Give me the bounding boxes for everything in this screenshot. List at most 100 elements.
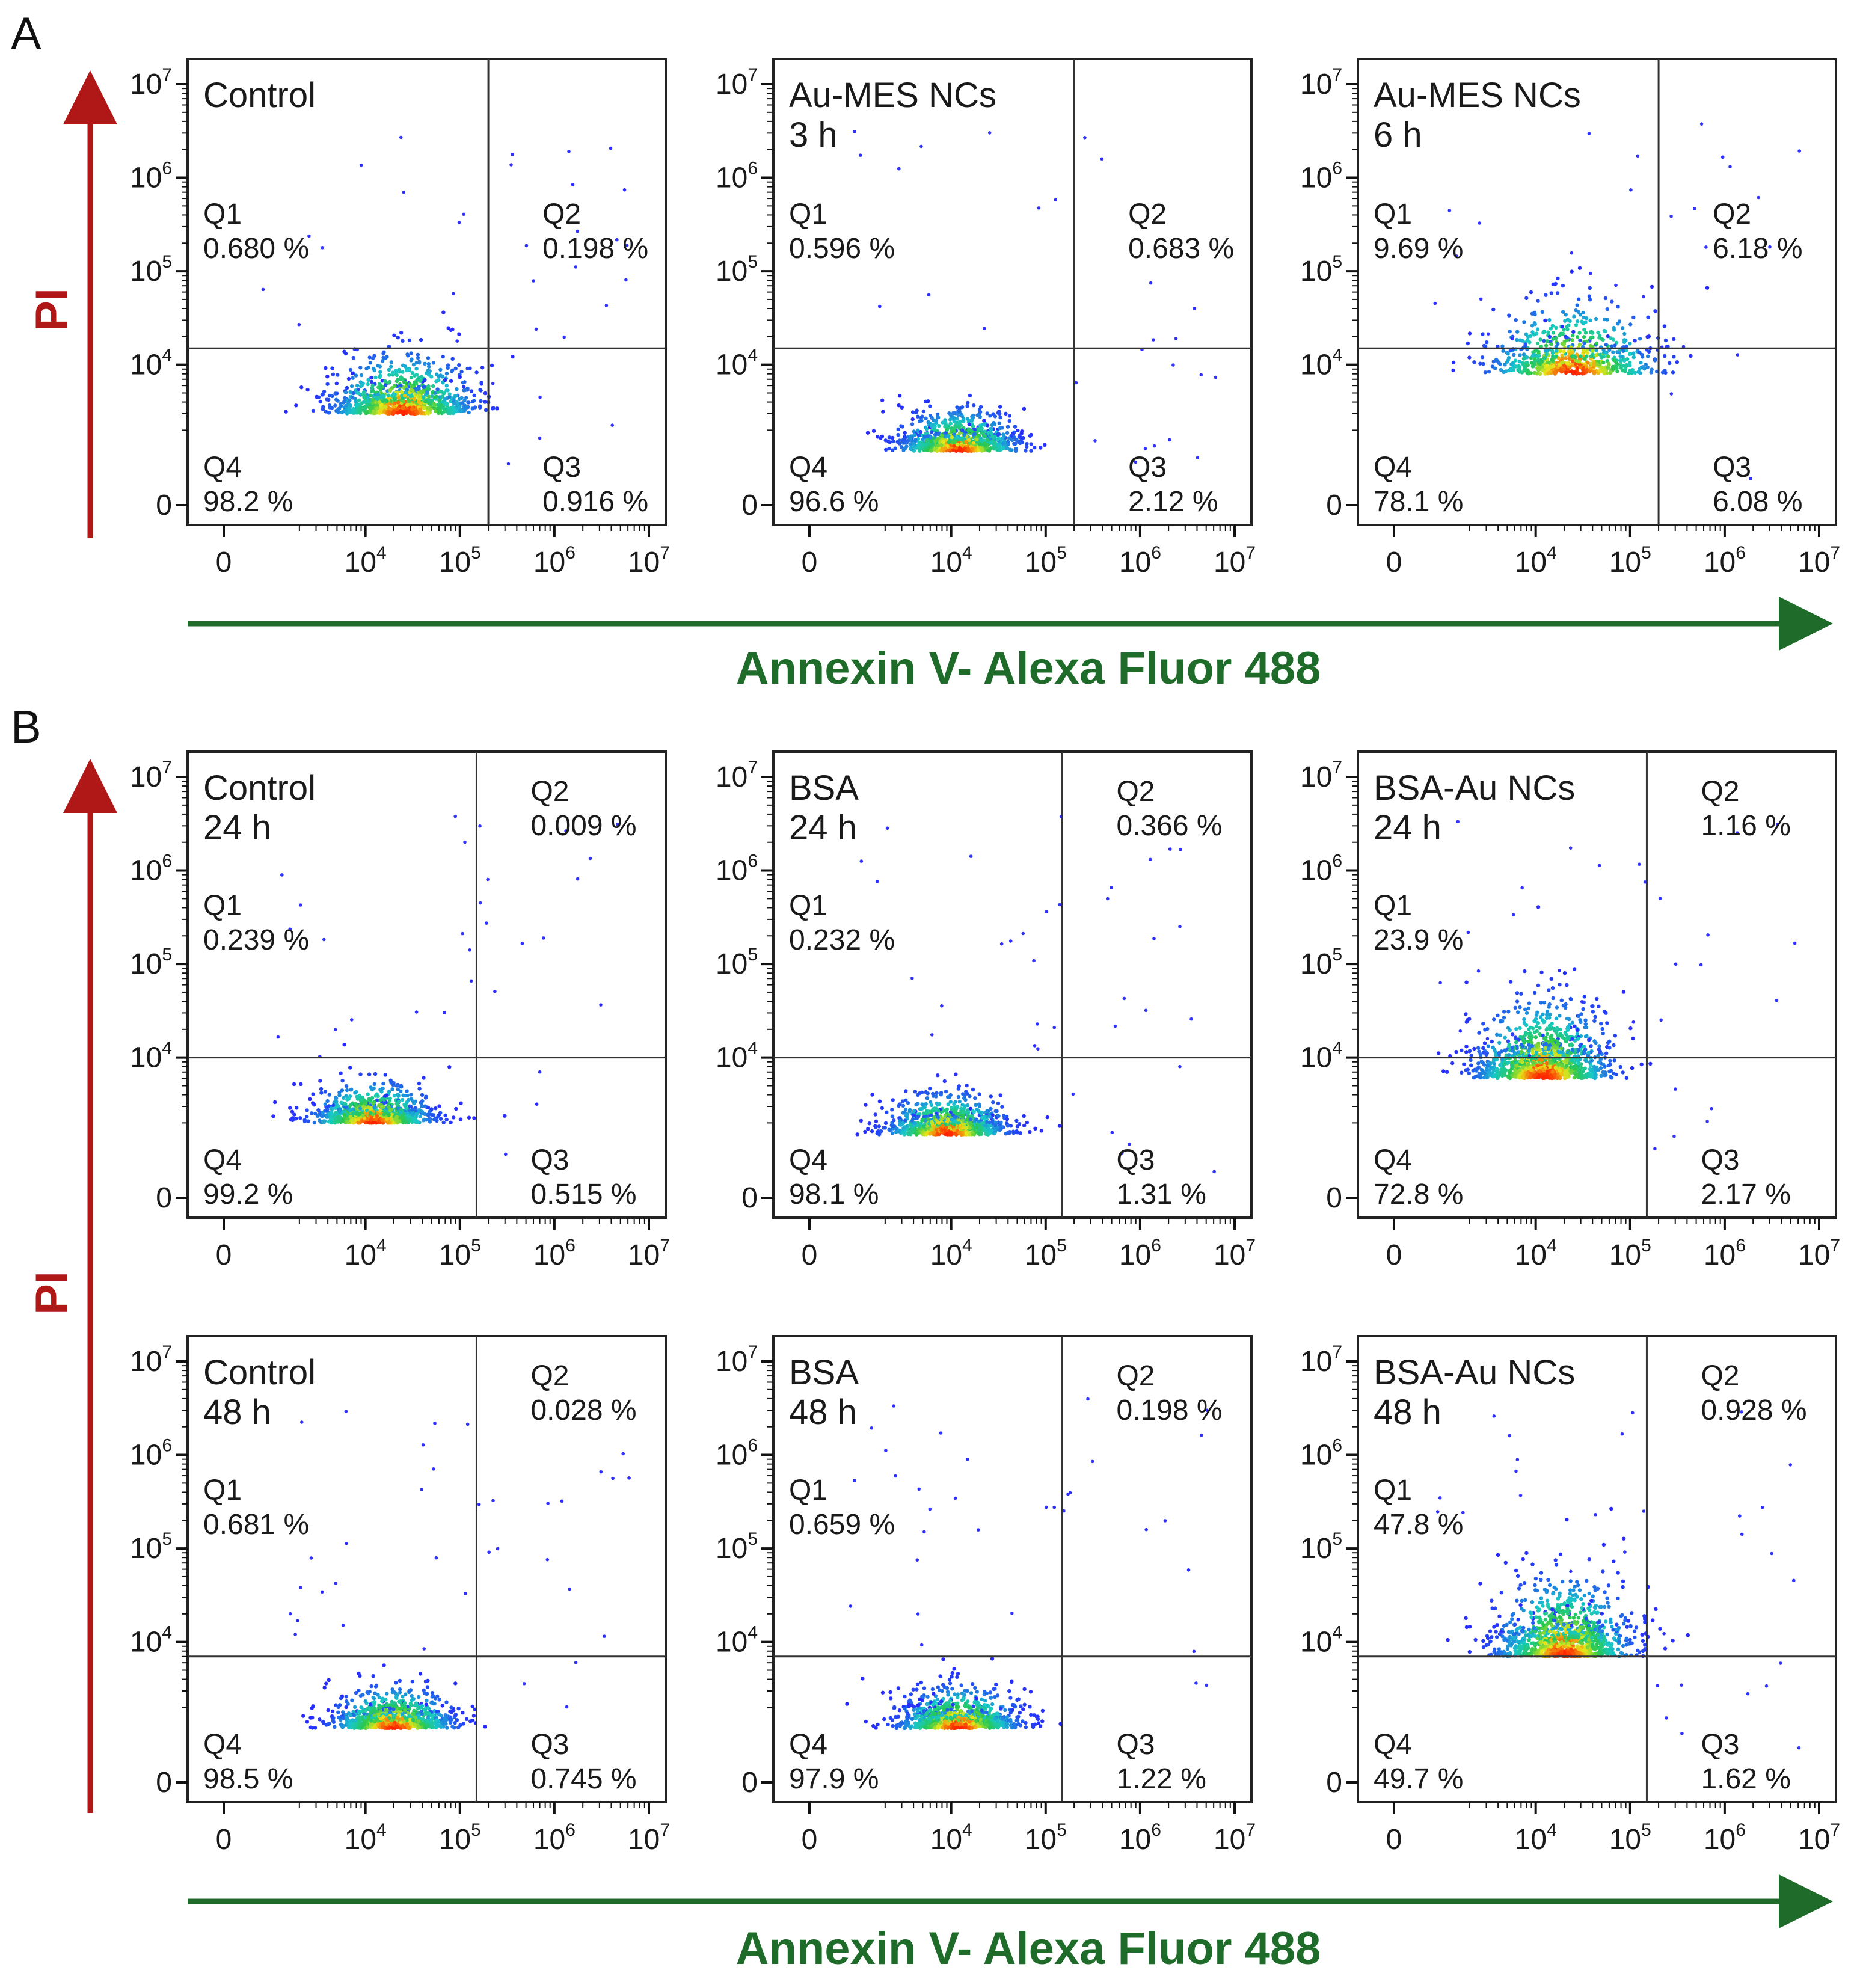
scatter-point	[1530, 364, 1535, 368]
scatter-point	[984, 1132, 989, 1137]
scatter-point	[474, 370, 479, 375]
scatter-point-stray	[1214, 375, 1218, 379]
scatter-point	[472, 393, 476, 397]
scatter-point	[971, 441, 976, 445]
scatter-point	[877, 1124, 882, 1129]
scatter-point	[458, 1117, 463, 1121]
scatter-point	[996, 1114, 1000, 1118]
scatter-point	[1628, 363, 1632, 367]
x-tick-label: 106	[533, 1236, 576, 1271]
scatter-point	[1567, 357, 1571, 361]
scatter-point	[941, 1116, 945, 1120]
scatter-point	[995, 437, 1000, 441]
scatter-point	[947, 440, 951, 444]
scatter-point	[998, 405, 1002, 409]
scatter-point	[388, 1096, 392, 1101]
scatter-point	[1575, 359, 1579, 363]
scatter-point	[971, 1087, 975, 1092]
scatter-point	[418, 379, 422, 384]
scatter-point	[330, 1115, 334, 1119]
scatter-point	[1562, 366, 1566, 371]
scatter-point	[398, 409, 402, 413]
scatter-point	[449, 379, 453, 383]
scatter-point	[973, 427, 977, 432]
scatter-point	[393, 401, 397, 406]
section-a-y-title: PI	[26, 288, 78, 331]
scatter-point-stray	[506, 462, 511, 466]
y-tick-label: 107	[1300, 65, 1342, 100]
scatter-point	[960, 1103, 965, 1107]
scatter-point	[381, 351, 385, 355]
scatter-point	[432, 403, 437, 408]
scatter-point	[490, 363, 494, 368]
scatter-point	[964, 1131, 969, 1135]
scatter-point	[402, 1102, 407, 1107]
scatter-point-stray	[610, 423, 614, 427]
scatter-point	[452, 406, 456, 411]
scatter-point	[325, 382, 330, 386]
scatter-point	[422, 1076, 426, 1080]
scatter-point	[874, 1119, 879, 1124]
scatter-point-stray	[1149, 281, 1153, 285]
quadrant-percent-q4: 78.1 %	[1374, 486, 1463, 518]
scatter-point	[312, 1120, 317, 1125]
panels-group: 0 104 105 106 1070104105106107ControlQ10.680…	[130, 58, 1840, 1856]
scatter-point	[380, 1118, 384, 1122]
scatter-point	[345, 1120, 349, 1124]
scatter-point	[1705, 286, 1710, 290]
scatter-point	[367, 355, 372, 360]
scatter-point	[977, 442, 982, 446]
scatter-point	[1587, 294, 1592, 298]
x-tick-label: 104	[930, 1236, 972, 1271]
scatter-point-stray	[1199, 373, 1203, 377]
scatter-point	[1491, 307, 1496, 312]
scatter-point	[1580, 319, 1584, 324]
scatter-point	[975, 1108, 980, 1112]
scatter-point-stray	[604, 304, 609, 307]
scatter-point	[403, 1093, 408, 1098]
scatter-point	[432, 1117, 437, 1122]
scatter-point	[988, 414, 992, 418]
scatter-point	[387, 380, 391, 384]
scatter-point	[1522, 352, 1526, 357]
scatter-point	[939, 1128, 944, 1132]
scatter-point	[1585, 351, 1589, 355]
scatter-point	[1025, 444, 1029, 449]
scatter-point	[902, 1131, 906, 1135]
scatter-point	[924, 399, 928, 403]
scatter-point-stray	[333, 1028, 337, 1032]
scatter-point	[1549, 291, 1553, 295]
scatter-point	[366, 396, 370, 400]
scatter-point	[1562, 349, 1566, 354]
scatter-point	[376, 385, 381, 390]
scatter-point	[1520, 370, 1524, 375]
scatter-point	[1013, 425, 1018, 429]
scatter-point	[351, 355, 355, 360]
scatter-point-stray	[1642, 295, 1645, 299]
scatter-point	[443, 1113, 447, 1118]
scatter-point	[410, 384, 414, 388]
scatter-point	[422, 406, 426, 410]
scatter-point	[1623, 366, 1628, 371]
scatter-point	[952, 416, 956, 420]
scatter-point	[408, 394, 413, 399]
scatter-point	[1653, 358, 1657, 363]
scatter-point	[334, 397, 339, 402]
scatter-point	[963, 1097, 968, 1102]
scatter-point	[1563, 319, 1567, 323]
scatter-point	[416, 352, 420, 357]
scatter-point	[999, 1120, 1003, 1125]
scatter-point	[371, 1102, 375, 1106]
quadrant-percent-q1: 9.69 %	[1374, 233, 1463, 265]
scatter-point-stray	[298, 903, 302, 907]
scatter-point	[880, 1106, 885, 1111]
scatter-point-stray	[280, 873, 284, 877]
quadrant-name-q3: Q3	[542, 452, 581, 483]
scatter-point	[483, 408, 488, 413]
scatter-point	[459, 409, 463, 413]
quadrant-name-q2: Q2	[530, 776, 569, 808]
scatter-point	[441, 391, 446, 396]
scatter-point	[1014, 438, 1019, 442]
panel-frame	[772, 58, 1253, 526]
